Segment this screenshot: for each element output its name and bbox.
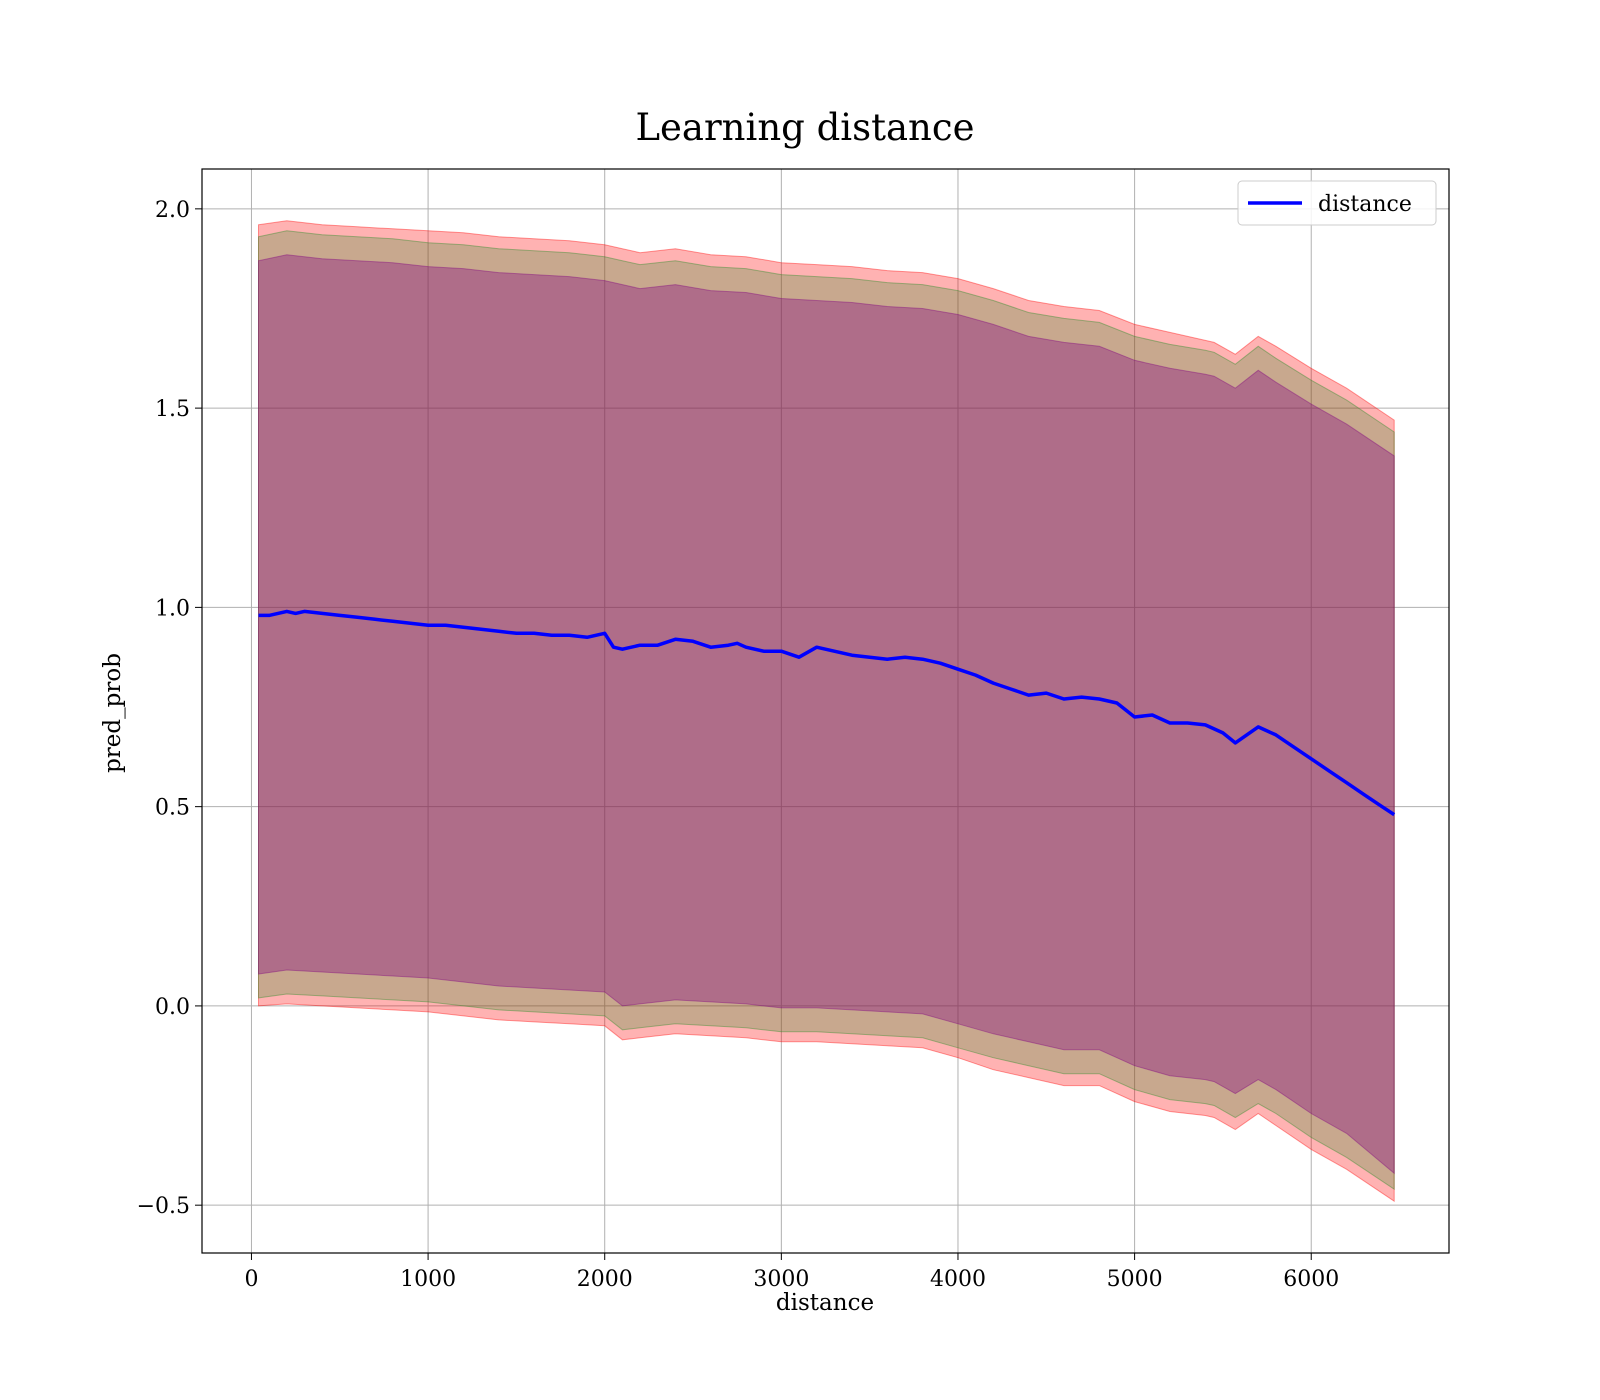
y-tick-label: 1.0	[155, 596, 190, 621]
x-tick-label: 3000	[753, 1267, 809, 1292]
x-tick-label: 0	[244, 1267, 258, 1292]
x-tick-label: 6000	[1283, 1267, 1339, 1292]
x-axis-label: distance	[776, 1290, 874, 1316]
plot-area: 0 1000 2000 3000 4000 5000 6000 −0.5 0.0 0.5 1.0 1.…	[137, 168, 1450, 1292]
y-axis-label: pred_prob	[100, 653, 126, 773]
plot-frame	[201, 168, 1450, 1254]
confidence-band-1	[258, 220, 1395, 1203]
x-tick-label: 2000	[577, 1267, 633, 1292]
series-line-distance	[258, 609, 1396, 817]
chart-title: Learning distance	[635, 106, 974, 149]
confidence-band-2	[258, 230, 1395, 1191]
legend-box	[1237, 180, 1437, 226]
x-tick-label: 5000	[1107, 1267, 1163, 1292]
y-tick-label: 0.0	[155, 995, 190, 1020]
x-tick-label: 1000	[400, 1267, 456, 1292]
y-tick-label: 2.0	[155, 198, 190, 223]
y-tick-label: −0.5	[137, 1194, 190, 1219]
confidence-band-3	[258, 254, 1395, 1175]
legend: distance	[1237, 180, 1437, 226]
legend-label-distance: distance	[1318, 192, 1412, 217]
y-tick-label: 1.5	[155, 397, 190, 422]
y-tick-label: 0.5	[155, 796, 190, 821]
x-tick-label: 4000	[930, 1267, 986, 1292]
